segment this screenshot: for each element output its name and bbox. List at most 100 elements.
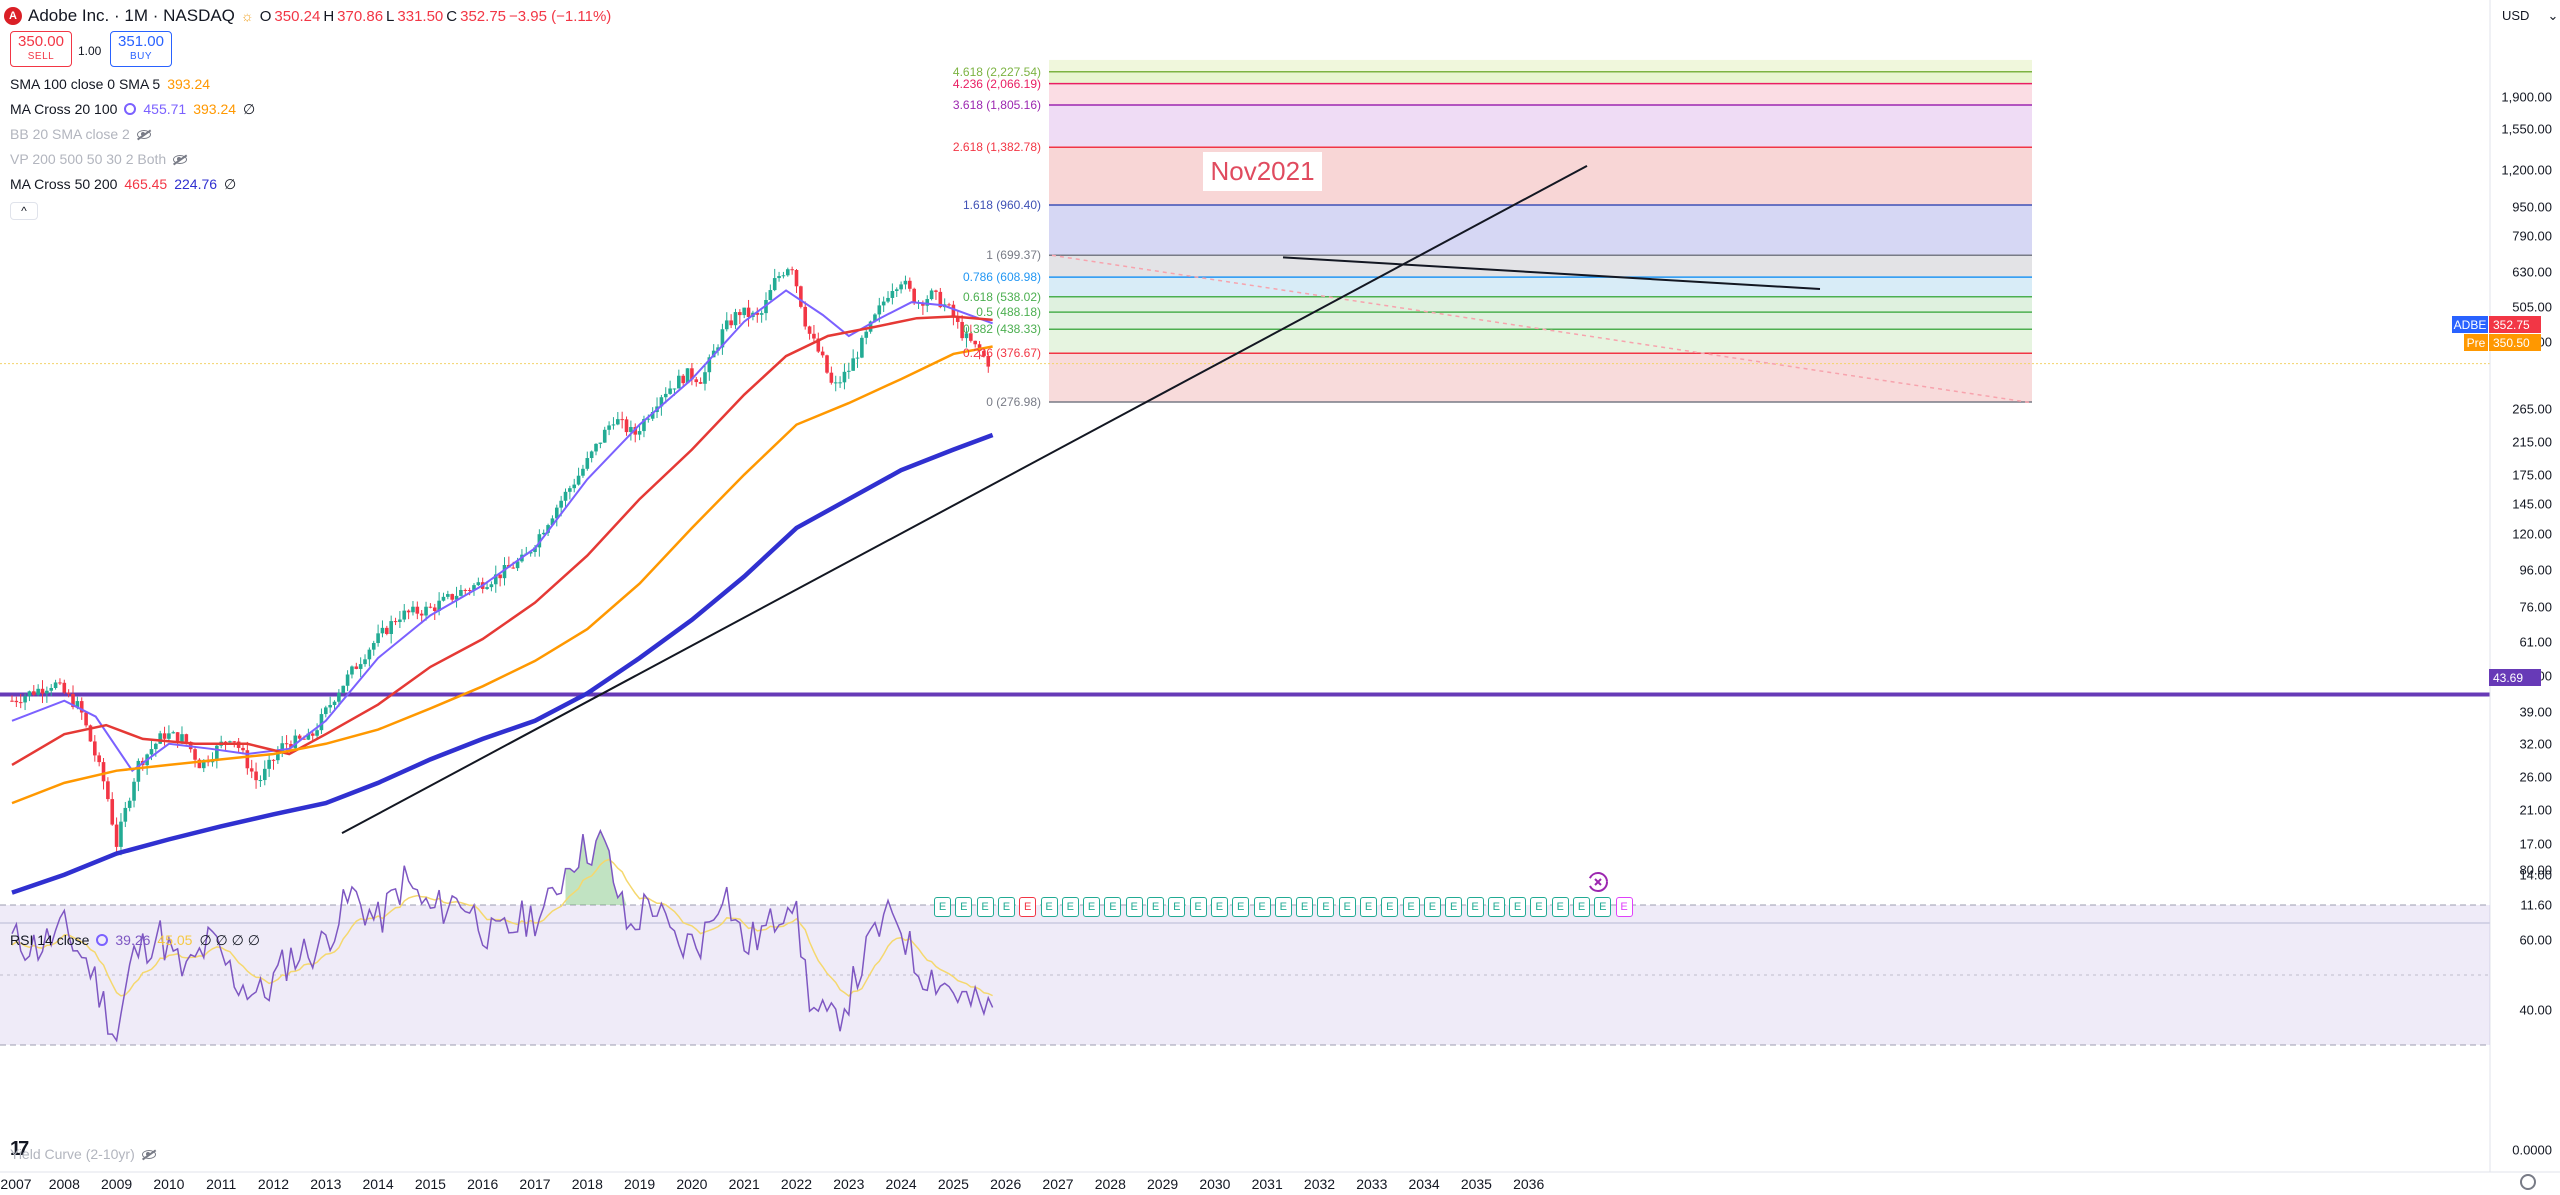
earnings-marker[interactable]: E bbox=[1530, 897, 1548, 917]
earnings-marker[interactable]: E bbox=[1019, 897, 1037, 917]
earnings-marker[interactable]: E bbox=[1253, 897, 1271, 917]
price-axis[interactable]: 1,900.00 1,550.00 1,200.00 950.00 790.00 630.… bbox=[2490, 0, 2560, 1175]
yield-curve-legend[interactable]: Yield Curve (2-10yr) bbox=[10, 1144, 156, 1164]
candle-body bbox=[376, 633, 380, 644]
rsi-axis-label: 40.00 bbox=[2519, 1002, 2552, 1018]
earnings-marker[interactable]: E bbox=[1551, 897, 1569, 917]
earnings-marker[interactable]: E bbox=[1232, 897, 1250, 917]
candle-body bbox=[284, 743, 289, 745]
earnings-marker[interactable]: E bbox=[934, 897, 951, 917]
collapse-legend-button[interactable]: ^ bbox=[10, 202, 38, 220]
candle-body bbox=[677, 375, 681, 389]
candle-body bbox=[581, 468, 585, 476]
indicator-ma-cross-50-200[interactable]: MA Cross 50 200 465.45 224.76 ∅ bbox=[10, 174, 236, 194]
candle-body bbox=[825, 355, 829, 373]
indicator-bb[interactable]: BB 20 SMA close 2 bbox=[10, 124, 151, 144]
fib-zone bbox=[1049, 255, 2032, 278]
candle-body bbox=[633, 427, 638, 435]
earnings-marker[interactable]: E bbox=[1466, 897, 1484, 917]
gear-icon[interactable] bbox=[2520, 1174, 2536, 1190]
open-value: 350.24 bbox=[274, 7, 321, 25]
symbol-title[interactable]: Adobe Inc. · 1M · NASDAQ bbox=[28, 6, 235, 25]
earnings-marker[interactable]: E bbox=[1104, 897, 1122, 917]
eye-off-icon[interactable] bbox=[173, 154, 188, 164]
earnings-marker[interactable]: E bbox=[976, 897, 994, 917]
ma-100-line bbox=[11, 345, 993, 805]
candle-body bbox=[576, 475, 581, 485]
candle-body bbox=[79, 701, 84, 713]
earnings-marker[interactable]: E bbox=[1296, 897, 1314, 917]
earnings-marker[interactable]: E bbox=[1445, 897, 1463, 917]
fib-level-label: 3.618 (1,805.16) bbox=[952, 98, 1041, 113]
currency-selector[interactable]: USD ⌄ bbox=[2502, 8, 2558, 24]
candle-body bbox=[411, 606, 415, 613]
indicator-vp[interactable]: VP 200 500 50 30 2 Both bbox=[10, 149, 188, 169]
earnings-marker[interactable]: E bbox=[1360, 897, 1377, 917]
candle-body bbox=[790, 269, 794, 271]
candle-body bbox=[607, 425, 611, 430]
earnings-marker[interactable]: E bbox=[1040, 897, 1058, 917]
earnings-marker[interactable]: E bbox=[997, 897, 1015, 917]
time-axis-label: 2036 bbox=[1513, 1176, 1545, 1192]
indicator-sma100[interactable]: SMA 100 close 0 SMA 5 393.24 bbox=[10, 74, 210, 94]
candle-body bbox=[838, 382, 842, 384]
fib-level-label: 1.618 (960.40) bbox=[962, 198, 1041, 212]
time-axis-label: 2019 bbox=[624, 1176, 656, 1192]
candle-body bbox=[332, 701, 337, 706]
earnings-marker[interactable]: E bbox=[955, 897, 973, 917]
rsi-axis-label: 60.00 bbox=[2519, 932, 2552, 948]
candle-body bbox=[398, 619, 402, 623]
candle-body bbox=[881, 301, 886, 306]
earnings-marker[interactable]: E bbox=[1487, 897, 1505, 917]
candle-body bbox=[938, 291, 943, 308]
candle-body bbox=[912, 288, 916, 304]
candle-body bbox=[585, 458, 590, 469]
candle-body bbox=[101, 762, 106, 782]
candle-body bbox=[685, 368, 690, 384]
candle-body bbox=[310, 733, 315, 736]
candle-body bbox=[419, 613, 424, 616]
earnings-marker[interactable]: E bbox=[1594, 897, 1612, 917]
rsi-settings-icon[interactable] bbox=[96, 934, 109, 946]
fib-zone-top bbox=[1049, 59, 2032, 72]
candle-body bbox=[733, 312, 738, 326]
time-axis-label: 2025 bbox=[937, 1176, 969, 1192]
quantity-field[interactable]: 1.00 bbox=[78, 44, 102, 58]
candle-body bbox=[45, 690, 49, 694]
earnings-marker[interactable]: E bbox=[1210, 897, 1228, 917]
eye-off-icon[interactable] bbox=[141, 1149, 156, 1159]
earnings-marker[interactable]: E bbox=[1573, 897, 1590, 917]
indicator-ma-cross-20-100[interactable]: MA Cross 20 100 455.71 393.24 ∅ bbox=[10, 99, 255, 119]
earnings-marker[interactable]: E bbox=[1274, 897, 1292, 917]
candle-body bbox=[337, 692, 341, 702]
earnings-marker[interactable]: E bbox=[1083, 897, 1101, 917]
earnings-marker[interactable]: E bbox=[1061, 897, 1079, 917]
earnings-marker[interactable]: E bbox=[1423, 897, 1441, 917]
earnings-marker[interactable]: E bbox=[1381, 897, 1399, 917]
earnings-marker[interactable]: E bbox=[1189, 897, 1207, 917]
sell-button[interactable]: 350.00 SELL bbox=[10, 31, 72, 67]
earnings-marker[interactable]: E bbox=[1615, 897, 1633, 917]
candle-body bbox=[860, 337, 864, 358]
earnings-marker[interactable]: E bbox=[1147, 897, 1164, 917]
price-axis-label: 14.00 bbox=[2519, 867, 2552, 883]
eye-off-icon[interactable] bbox=[136, 129, 151, 139]
candle-body bbox=[324, 707, 328, 715]
candle-body bbox=[84, 712, 88, 726]
earnings-marker[interactable]: E bbox=[1168, 897, 1186, 917]
candle-body bbox=[354, 666, 359, 669]
candle-body bbox=[550, 518, 555, 526]
earnings-marker[interactable]: E bbox=[1338, 897, 1356, 917]
earnings-marker[interactable]: E bbox=[1402, 897, 1420, 917]
earnings-marker[interactable]: E bbox=[1317, 897, 1335, 917]
candle-body bbox=[568, 488, 572, 492]
earnings-marker[interactable]: E bbox=[1509, 897, 1527, 917]
rsi-legend[interactable]: RSI 14 close 39.26 45.05 ∅ ∅ ∅ ∅ bbox=[10, 930, 260, 950]
time-axis-label: 2031 bbox=[1251, 1176, 1283, 1192]
time-axis[interactable]: 2007 2008 2009 2010 2011 2012 2013 2014 2015 2016… bbox=[0, 1172, 2490, 1195]
candle-body bbox=[659, 397, 664, 407]
fib-zone bbox=[1049, 105, 2032, 148]
nov2021-annotation[interactable]: Nov2021 bbox=[1203, 152, 1322, 191]
buy-button[interactable]: 351.00 BUY bbox=[110, 31, 172, 67]
earnings-marker[interactable]: E bbox=[1125, 897, 1143, 917]
